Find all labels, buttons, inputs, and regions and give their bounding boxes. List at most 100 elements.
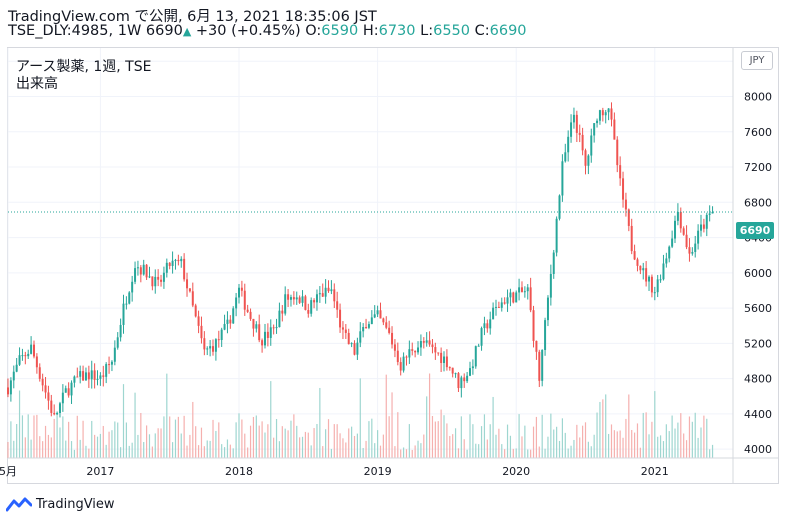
volume-bar xyxy=(558,440,561,458)
volume-bar xyxy=(70,441,73,458)
candle-body xyxy=(616,139,619,166)
candle-body xyxy=(15,364,18,372)
volume-bar xyxy=(278,441,281,458)
volume-bar xyxy=(556,426,558,458)
candle-body xyxy=(526,287,529,292)
volume-bar xyxy=(428,373,431,458)
candle-body xyxy=(685,234,688,248)
volume-bar xyxy=(561,418,563,458)
volume-bar xyxy=(56,412,58,458)
volume-bar xyxy=(122,384,125,458)
volume-bar xyxy=(610,424,613,458)
candle-body xyxy=(474,346,477,367)
volume-bar xyxy=(189,434,191,458)
candle-body xyxy=(318,293,321,295)
candle-body xyxy=(555,218,558,253)
y-tick-label: 5600 xyxy=(744,302,772,315)
volume-bar xyxy=(39,436,41,458)
candle-body xyxy=(327,287,330,292)
volume-bar xyxy=(633,432,636,458)
volume-bar xyxy=(616,431,618,458)
candle-body xyxy=(486,323,489,329)
volume-bar xyxy=(579,437,581,458)
volume-bar xyxy=(368,421,370,458)
close-label: C: xyxy=(474,23,490,39)
candle-body xyxy=(674,220,677,239)
volume-bar xyxy=(590,446,592,458)
x-tick-label: 2018 xyxy=(225,465,253,478)
candle-body xyxy=(388,327,391,333)
candle-body xyxy=(125,303,128,305)
volume-bar xyxy=(30,439,32,458)
candle-body xyxy=(367,324,370,328)
candle-body xyxy=(575,114,578,133)
volume-bar xyxy=(683,433,685,458)
volume-bar xyxy=(547,436,549,458)
volume-bar xyxy=(495,434,497,458)
candle-body xyxy=(376,310,379,315)
candle-body xyxy=(217,339,220,341)
candle-body xyxy=(448,367,451,369)
volume-bar xyxy=(671,415,673,458)
chart-title: アース製薬, 1週, TSE xyxy=(16,59,152,75)
volume-bar xyxy=(685,440,688,458)
volume-bar xyxy=(443,415,445,458)
volume-bar xyxy=(120,447,122,458)
candle-body xyxy=(523,291,526,293)
volume-bar xyxy=(613,430,615,458)
candle-body xyxy=(561,161,564,196)
candle-body xyxy=(284,294,287,314)
volume-bar xyxy=(478,444,480,458)
candle-body xyxy=(151,276,154,287)
candle-body xyxy=(662,263,665,280)
candle-body xyxy=(157,276,160,280)
volume-bar xyxy=(530,449,532,458)
volume-bar xyxy=(148,434,151,458)
volume-bar xyxy=(374,443,376,458)
volume-bar xyxy=(631,429,633,458)
volume-bar xyxy=(593,434,595,458)
candle-body xyxy=(200,325,203,339)
volume-bar xyxy=(140,412,142,458)
footer-brand[interactable]: TradingView xyxy=(6,494,115,514)
candle-body xyxy=(186,279,189,289)
volume-bar xyxy=(88,448,90,458)
candle-body xyxy=(520,287,523,292)
candle-body xyxy=(128,292,131,304)
high-value: 6730 xyxy=(378,23,416,39)
volume-bar xyxy=(359,378,361,458)
candle-body xyxy=(411,349,414,351)
volume-bar xyxy=(342,438,344,458)
volume-bar xyxy=(665,424,667,458)
volume-bar xyxy=(316,423,318,458)
candle-body xyxy=(168,262,171,266)
candle-body xyxy=(56,412,59,415)
candle-body xyxy=(21,355,24,357)
candle-body xyxy=(50,400,53,413)
volume-bar xyxy=(535,416,538,458)
volume-bar xyxy=(68,421,70,458)
low-label: L: xyxy=(420,23,434,39)
candle-body xyxy=(203,338,206,350)
volume-bar xyxy=(402,447,405,458)
volume-bar xyxy=(657,436,659,458)
volume-bar xyxy=(353,435,356,458)
candle-body xyxy=(587,155,590,166)
volume-bar xyxy=(206,440,208,458)
last-price: 6690 xyxy=(145,23,183,39)
candle-body xyxy=(624,199,627,210)
candle-body xyxy=(339,309,342,328)
candle-body xyxy=(240,287,243,291)
candle-body xyxy=(469,368,471,376)
candle-body xyxy=(671,238,674,247)
volume-bar xyxy=(703,415,705,458)
candle-body xyxy=(506,297,509,304)
currency-button[interactable]: JPY xyxy=(741,51,773,70)
candle-body xyxy=(220,329,223,341)
volume-bar xyxy=(59,427,61,458)
volume-bar xyxy=(564,432,566,458)
candle-body xyxy=(356,342,359,355)
candle-body xyxy=(27,353,30,357)
candle-body xyxy=(229,319,232,324)
